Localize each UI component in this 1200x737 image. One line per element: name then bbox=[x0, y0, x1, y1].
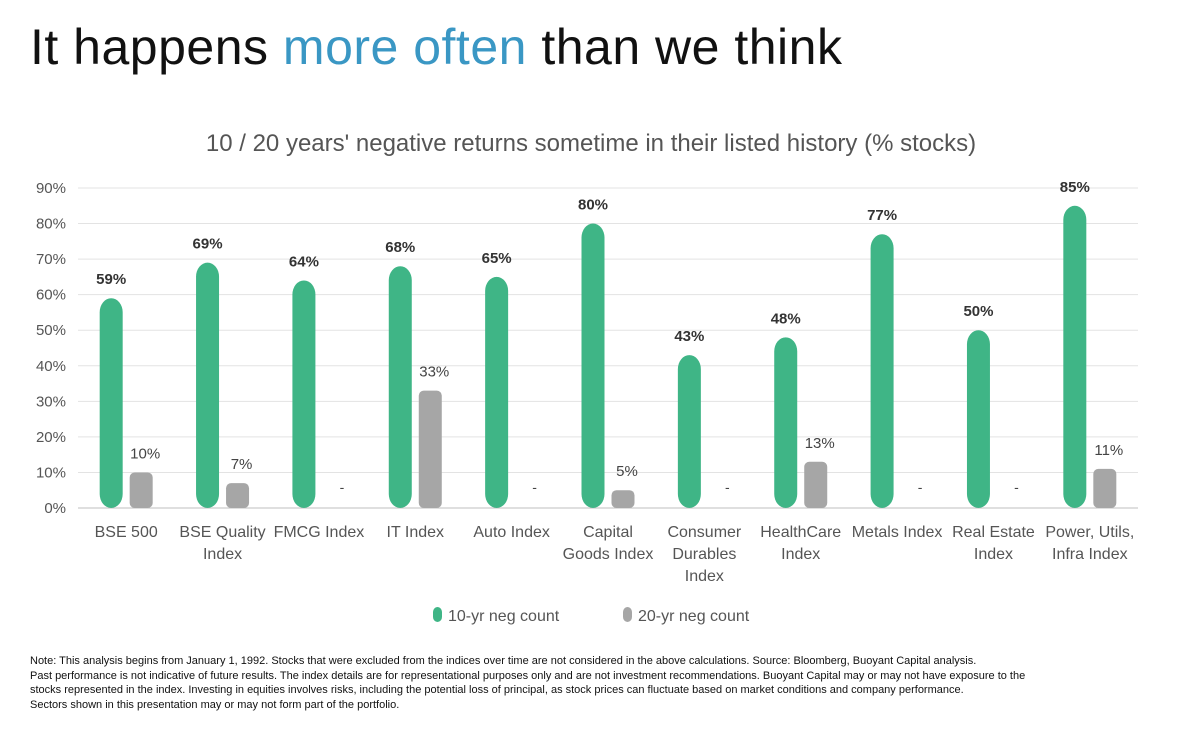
data-label-20yr: 5% bbox=[616, 463, 638, 480]
data-label-10yr: 43% bbox=[674, 328, 704, 345]
bar-10yr bbox=[1063, 205, 1087, 508]
x-tick-label: Capital bbox=[583, 524, 633, 541]
legend-label: 20-yr neg count bbox=[638, 608, 750, 625]
page-headline: It happens more often than we think bbox=[30, 18, 842, 76]
y-tick-label: 60% bbox=[36, 287, 66, 304]
footnote-line: Note: This analysis begins from January … bbox=[30, 655, 977, 667]
data-label-20yr: 11% bbox=[1094, 442, 1123, 459]
x-tick-label: BSE 500 bbox=[95, 524, 158, 541]
data-label-10yr: 69% bbox=[193, 236, 223, 253]
data-label-10yr: 85% bbox=[1060, 179, 1090, 196]
bar-20yr bbox=[418, 390, 442, 508]
footnote-line: Sectors shown in this presentation may o… bbox=[30, 698, 400, 711]
data-label-20yr: 13% bbox=[805, 435, 835, 452]
chart-title: 10 / 20 years' negative returns sometime… bbox=[205, 130, 977, 157]
y-tick-label: 30% bbox=[36, 393, 66, 410]
y-tick-label: 0% bbox=[44, 500, 66, 517]
x-tick-label: Auto Index bbox=[473, 524, 550, 541]
bar-10yr bbox=[388, 266, 412, 508]
x-tick-label: FMCG Index bbox=[274, 524, 365, 541]
legend-label: 10-yr neg count bbox=[448, 608, 560, 625]
headline-accent: more often bbox=[282, 19, 527, 75]
y-tick-label: 50% bbox=[36, 322, 66, 339]
data-label-10yr: 64% bbox=[289, 253, 319, 270]
data-label-10yr: 68% bbox=[385, 239, 415, 256]
y-tick-label: 70% bbox=[36, 251, 66, 268]
bar-10yr bbox=[677, 355, 701, 508]
x-tick-label: Real Estate bbox=[952, 524, 1035, 541]
x-tick-label: Metals Index bbox=[852, 524, 943, 541]
data-label-10yr: 80% bbox=[578, 197, 608, 214]
x-tick-label: Infra Index bbox=[1052, 546, 1128, 563]
x-tick-label: Consumer bbox=[667, 524, 741, 541]
x-tick-label: Goods Index bbox=[563, 546, 654, 563]
bar-10yr bbox=[966, 330, 990, 508]
data-label-20yr: - bbox=[1014, 479, 1019, 495]
bar-10yr bbox=[870, 234, 894, 508]
x-tick-label: Index bbox=[685, 568, 724, 585]
x-tick-label: IT Index bbox=[387, 524, 445, 541]
data-label-10yr: 65% bbox=[482, 250, 512, 267]
bar-20yr bbox=[804, 461, 828, 508]
data-label-10yr: 50% bbox=[963, 303, 993, 320]
bar-10yr bbox=[292, 280, 316, 508]
bar-10yr bbox=[196, 262, 220, 508]
y-tick-label: 10% bbox=[36, 464, 66, 481]
headline-suffix: than we think bbox=[526, 19, 843, 75]
data-label-20yr: - bbox=[918, 479, 923, 495]
x-tick-label: Durables bbox=[672, 546, 736, 563]
data-label-20yr: - bbox=[725, 479, 730, 495]
bar-10yr bbox=[581, 223, 605, 509]
x-tick-label: Index bbox=[974, 546, 1013, 563]
x-tick-label: HealthCare bbox=[760, 524, 841, 541]
bar-10yr bbox=[99, 298, 123, 508]
legend-swatch bbox=[433, 607, 442, 622]
data-label-20yr: 33% bbox=[419, 364, 449, 381]
bar-10yr bbox=[774, 337, 798, 508]
data-label-20yr: 10% bbox=[130, 445, 160, 462]
data-label-10yr: 48% bbox=[771, 310, 801, 327]
bar-20yr bbox=[226, 483, 250, 508]
footnote-line: stocks represented in the index. Investi… bbox=[30, 684, 964, 696]
data-label-10yr: 59% bbox=[96, 271, 126, 288]
legend-swatch bbox=[623, 607, 632, 622]
footnote-line: Past performance is not indicative of fu… bbox=[30, 669, 1026, 682]
bar-20yr bbox=[611, 490, 635, 508]
x-tick-label: BSE Quality bbox=[179, 524, 265, 541]
x-tick-label: Power, Utils, bbox=[1045, 524, 1134, 541]
bar-chart: 0% 10% 20% 30% 40% 50% 60% 70% 80% 90% 59% 10% BSE 5… bbox=[36, 179, 1138, 625]
y-tick-label: 90% bbox=[36, 180, 66, 197]
headline-prefix: It happens bbox=[30, 19, 283, 75]
y-tick-label: 40% bbox=[36, 358, 66, 375]
bar-20yr bbox=[129, 472, 153, 508]
bar-10yr bbox=[485, 276, 509, 508]
footnotes: Note: This analysis begins from January … bbox=[30, 654, 1195, 712]
x-tick-label: Index bbox=[203, 546, 242, 563]
y-tick-label: 80% bbox=[36, 216, 66, 233]
data-label-10yr: 77% bbox=[867, 207, 897, 224]
data-label-20yr: - bbox=[532, 479, 537, 495]
bar-20yr bbox=[1093, 468, 1117, 508]
x-tick-label: Index bbox=[781, 546, 820, 563]
data-label-20yr: - bbox=[340, 479, 345, 495]
y-tick-label: 20% bbox=[36, 429, 66, 446]
data-label-20yr: 7% bbox=[231, 456, 253, 473]
